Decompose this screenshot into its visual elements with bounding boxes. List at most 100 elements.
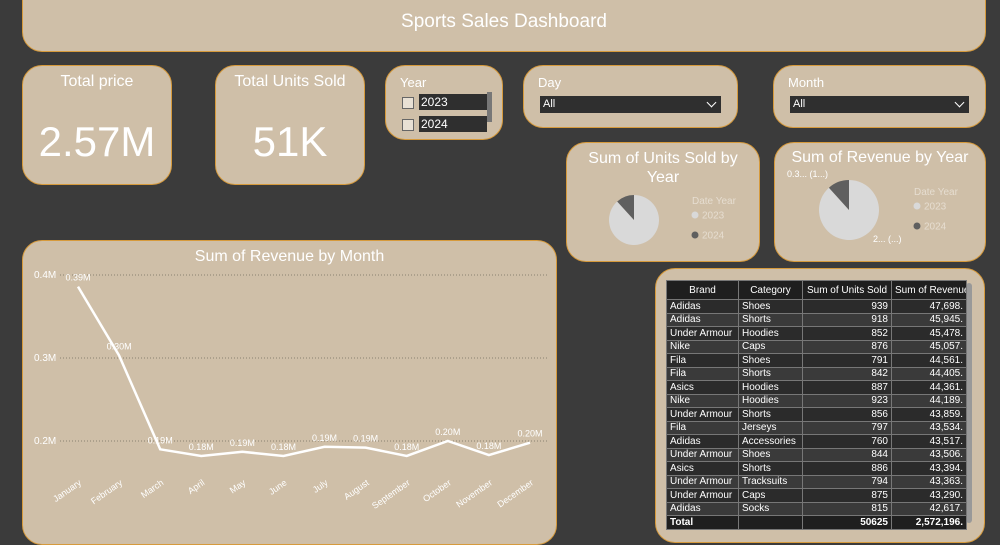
table-cell: Jerseys: [738, 420, 803, 435]
pie-panel: Sum of Revenue by Year: [774, 142, 986, 262]
table-cell: Fila: [666, 420, 739, 435]
column-header: Sum of Units Sold: [802, 280, 892, 300]
table-cell: 43,534.: [891, 420, 967, 435]
dropdown[interactable]: All: [540, 96, 721, 113]
chart-title: Sum of Units Sold by Year: [588, 150, 738, 186]
table-row: Fila Jerseys 797 43,534.: [666, 420, 967, 435]
table-cell: 44,361.: [891, 380, 967, 395]
scrollbar[interactable]: [966, 283, 972, 523]
table-cell: 797: [802, 420, 892, 435]
table-cell: Under Armour: [666, 326, 739, 341]
table-row: Asics Hoodies 887 44,361.: [666, 380, 967, 395]
table-cell: Under Armour: [666, 474, 739, 489]
table-cell: 939: [802, 299, 892, 314]
pie-panel: Sum of Units Sold by Year: [566, 142, 760, 262]
table-cell: Nike: [666, 339, 739, 354]
table-cell: Shoes: [738, 353, 803, 368]
card-value: 2.57M: [38, 118, 156, 165]
table-cell: Total: [666, 515, 739, 530]
table-cell: 44,189.: [891, 393, 967, 408]
table: Brand Category Sum of Units Sold Sum of Rev…: [666, 280, 967, 530]
table-cell: 43,394.: [891, 461, 967, 476]
table-cell: 45,057.: [891, 339, 967, 354]
table-cell: Caps: [738, 339, 803, 354]
slicer-title: Day: [538, 75, 562, 90]
table-cell: 44,561.: [891, 353, 967, 368]
table-cell: Shorts: [738, 407, 803, 422]
header-panel: Sports Sales Dashboard: [22, 0, 986, 52]
table-cell: 842: [802, 366, 892, 381]
table-cell: 791: [802, 353, 892, 368]
table-row: Nike Hoodies 923 44,189.: [666, 393, 967, 408]
slicer-title: Year: [400, 75, 427, 90]
table-cell: Tracksuits: [738, 474, 803, 489]
table-cell: 43,363.: [891, 474, 967, 489]
table-row: Adidas Socks 815 42,617.: [666, 501, 967, 516]
line-panel: Sum of Revenue by Month: [22, 240, 557, 545]
table-cell: Under Armour: [666, 407, 739, 422]
scrollbar[interactable]: [487, 92, 492, 122]
table-cell: Adidas: [666, 312, 739, 327]
table-cell: Shoes: [738, 447, 803, 462]
table-row: Asics Shorts 886 43,394.: [666, 461, 967, 476]
table-cell: 50625: [802, 515, 892, 530]
table-cell: 42,617.: [891, 501, 967, 516]
column-header: Category: [738, 280, 803, 300]
dropdown[interactable]: All: [790, 96, 969, 113]
table-row: Fila Shorts 842 44,405.: [666, 366, 967, 381]
item-label: 2024: [419, 116, 487, 132]
table-cell: 760: [802, 434, 892, 449]
table-cell: 2,572,196.: [891, 515, 967, 530]
table-cell: Adidas: [666, 434, 739, 449]
table-cell: 856: [802, 407, 892, 422]
chart-title: Sum of Revenue by Year: [791, 149, 969, 166]
card-label: Total price: [60, 73, 134, 90]
table-cell: 844: [802, 447, 892, 462]
table-row: Under Armour Tracksuits 794 43,363.: [666, 474, 967, 489]
table-cell: Fila: [666, 366, 739, 381]
header-row: Brand Category Sum of Units Sold Sum of Rev…: [666, 280, 967, 300]
table-cell: Shorts: [738, 366, 803, 381]
month-slicer: Month All: [773, 65, 986, 128]
slicer-item[interactable]: 2023: [402, 94, 488, 110]
table-cell: 918: [802, 312, 892, 327]
table-row: Under Armour Shorts 856 43,859.: [666, 407, 967, 422]
table-cell: 875: [802, 488, 892, 503]
table-cell: Adidas: [666, 501, 739, 516]
chart-title: Sum of Revenue by Month: [194, 248, 385, 265]
table-cell: 43,859.: [891, 407, 967, 422]
table-cell: 887: [802, 380, 892, 395]
checkbox[interactable]: [402, 119, 414, 131]
table-cell: Shoes: [738, 299, 803, 314]
table-cell: Asics: [666, 461, 739, 476]
table-cell: Asics: [666, 380, 739, 395]
total-row: Total 50625 2,572,196.: [666, 515, 967, 530]
table-cell: Hoodies: [738, 393, 803, 408]
table-cell: 876: [802, 339, 892, 354]
card-value: 51K: [252, 118, 328, 165]
table-cell: 45,478.: [891, 326, 967, 341]
table-row: Adidas Shoes 939 47,698.: [666, 299, 967, 314]
table-cell: 886: [802, 461, 892, 476]
table-cell: Socks: [738, 501, 803, 516]
table-row: Fila Shoes 791 44,561.: [666, 353, 967, 368]
table-cell: 852: [802, 326, 892, 341]
table-cell: 45,945.: [891, 312, 967, 327]
table-row: Under Armour Shoes 844 43,506.: [666, 447, 967, 462]
table-cell: 794: [802, 474, 892, 489]
table-cell: Fila: [666, 353, 739, 368]
table-cell: Under Armour: [666, 488, 739, 503]
checkbox[interactable]: [402, 97, 414, 109]
table-cell: Nike: [666, 393, 739, 408]
table-cell: 815: [802, 501, 892, 516]
table-cell: Hoodies: [738, 380, 803, 395]
column-header: Brand: [666, 280, 739, 300]
table-row: Under Armour Caps 875 43,290.: [666, 488, 967, 503]
table-cell: Adidas: [666, 299, 739, 314]
day-slicer: Day All: [523, 65, 738, 128]
item-label: 2023: [419, 94, 487, 110]
slicer-item[interactable]: 2024: [402, 116, 488, 132]
year-slicer: Year 2023 2024: [385, 65, 503, 140]
table-row: Under Armour Hoodies 852 45,478.: [666, 326, 967, 341]
